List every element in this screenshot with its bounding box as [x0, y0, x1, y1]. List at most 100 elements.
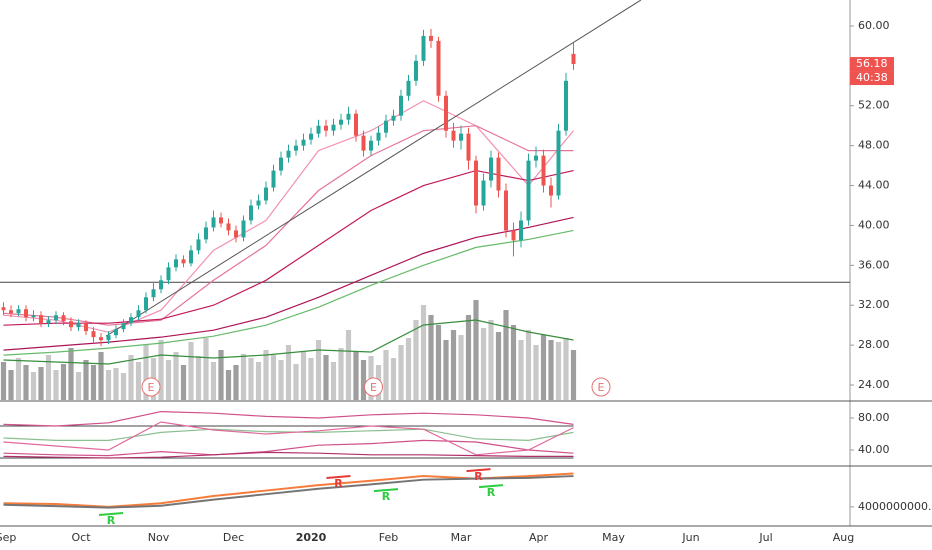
- candle-body: [174, 259, 178, 268]
- y-tick-label: 52.00: [858, 99, 890, 112]
- candle-body: [151, 289, 156, 298]
- x-tick-label: Jun: [681, 531, 699, 544]
- volume-bar: [68, 348, 74, 400]
- volume-bar: [405, 338, 412, 400]
- candle-body: [571, 53, 576, 65]
- volume-bar: [300, 352, 307, 400]
- volume-bar: [555, 342, 562, 400]
- volume-bar: [30, 372, 37, 400]
- oscillator-line: [3, 439, 574, 457]
- volume-bar: [548, 340, 554, 400]
- candle-body: [264, 187, 268, 201]
- volume-bar: [518, 340, 524, 400]
- volume-bar: [270, 355, 277, 400]
- obv-line: [3, 475, 574, 509]
- candle-body: [99, 337, 103, 341]
- signal-label: R: [334, 477, 343, 490]
- candle-body: [414, 60, 418, 81]
- volume-bar: [60, 364, 67, 400]
- volume-bar: [510, 325, 517, 400]
- candle-body: [76, 323, 81, 328]
- volume-bar: [98, 352, 104, 400]
- x-tick-label: Sep: [0, 531, 16, 544]
- volume-bar: [443, 340, 449, 400]
- moving-average: [3, 216, 574, 351]
- y-tick-label: 28.00: [858, 338, 890, 351]
- volume-bar: [188, 342, 194, 400]
- volume-bar: [480, 328, 487, 400]
- x-tick-label: 2020: [296, 531, 327, 544]
- volume-bar: [465, 315, 472, 400]
- candle-body: [331, 124, 336, 131]
- volume-bar: [210, 362, 217, 400]
- volume-bar: [563, 338, 569, 400]
- candle-body: [39, 315, 43, 324]
- candle-body: [256, 200, 261, 206]
- y-tick-label: 32.00: [858, 298, 890, 311]
- volume-bar: [413, 320, 419, 400]
- candle-body: [31, 315, 36, 318]
- candle-body: [511, 230, 516, 241]
- x-tick-label: Feb: [379, 531, 398, 544]
- volume-bar: [263, 350, 269, 400]
- y-tick-label: 40.00: [858, 218, 890, 231]
- candle-body: [369, 140, 373, 151]
- volume-bar: [525, 330, 532, 400]
- signal-dash: [466, 468, 491, 473]
- volume-bar: [135, 362, 142, 400]
- signal-label: R: [382, 490, 391, 503]
- x-tick-label: May: [602, 531, 625, 544]
- volume-bar: [120, 373, 127, 400]
- volume-bar: [173, 352, 179, 400]
- y-tick-label: 4000000000.00: [858, 500, 932, 513]
- earnings-label: E: [598, 381, 605, 394]
- candle-body: [526, 160, 531, 221]
- candle-body: [556, 130, 561, 196]
- candle-body: [219, 217, 223, 224]
- volume-bar: [105, 370, 112, 400]
- candle-body: [196, 239, 201, 251]
- countdown-label: 40:38: [856, 71, 888, 84]
- candle-body: [249, 205, 253, 221]
- volume-bar: [233, 365, 239, 400]
- candle-body: [564, 80, 568, 131]
- trendline: [105, 0, 642, 337]
- x-tick-label: Oct: [71, 531, 91, 544]
- candle-body: [459, 133, 463, 141]
- candle-body: [429, 35, 433, 41]
- volume-bar: [248, 358, 254, 400]
- volume-bar: [458, 335, 464, 400]
- volume-bar: [435, 325, 442, 400]
- candle-body: [316, 125, 321, 134]
- volume-bar: [218, 350, 224, 400]
- candle-body: [474, 160, 478, 206]
- volume-bar: [383, 350, 389, 400]
- last-price-box: [850, 57, 894, 72]
- volume-bar: [180, 365, 187, 400]
- candle-body: [144, 297, 148, 311]
- candle-body: [519, 220, 523, 241]
- candle-body: [391, 115, 396, 121]
- candle-body: [286, 150, 291, 158]
- volume-bar: [533, 345, 539, 400]
- volume-bar: [330, 362, 337, 400]
- candle-body: [61, 315, 66, 322]
- earnings-marker: [591, 377, 611, 397]
- volume-bar: [75, 372, 82, 400]
- candle-body: [541, 155, 546, 186]
- volume-bar: [450, 330, 457, 400]
- oscillator-line: [3, 451, 574, 459]
- candle-body: [549, 185, 553, 196]
- candle-body: [279, 157, 283, 171]
- volume-bar: [255, 362, 262, 400]
- candle-body: [129, 317, 133, 324]
- candle-body: [489, 157, 493, 181]
- volume-bar: [90, 365, 97, 400]
- y-tick-label: 44.00: [858, 179, 890, 192]
- oscillator-line: [3, 421, 574, 456]
- volume-bar: [113, 368, 119, 400]
- candle-body: [211, 217, 216, 228]
- volume-bar: [38, 367, 44, 400]
- volume-bar: [0, 362, 7, 400]
